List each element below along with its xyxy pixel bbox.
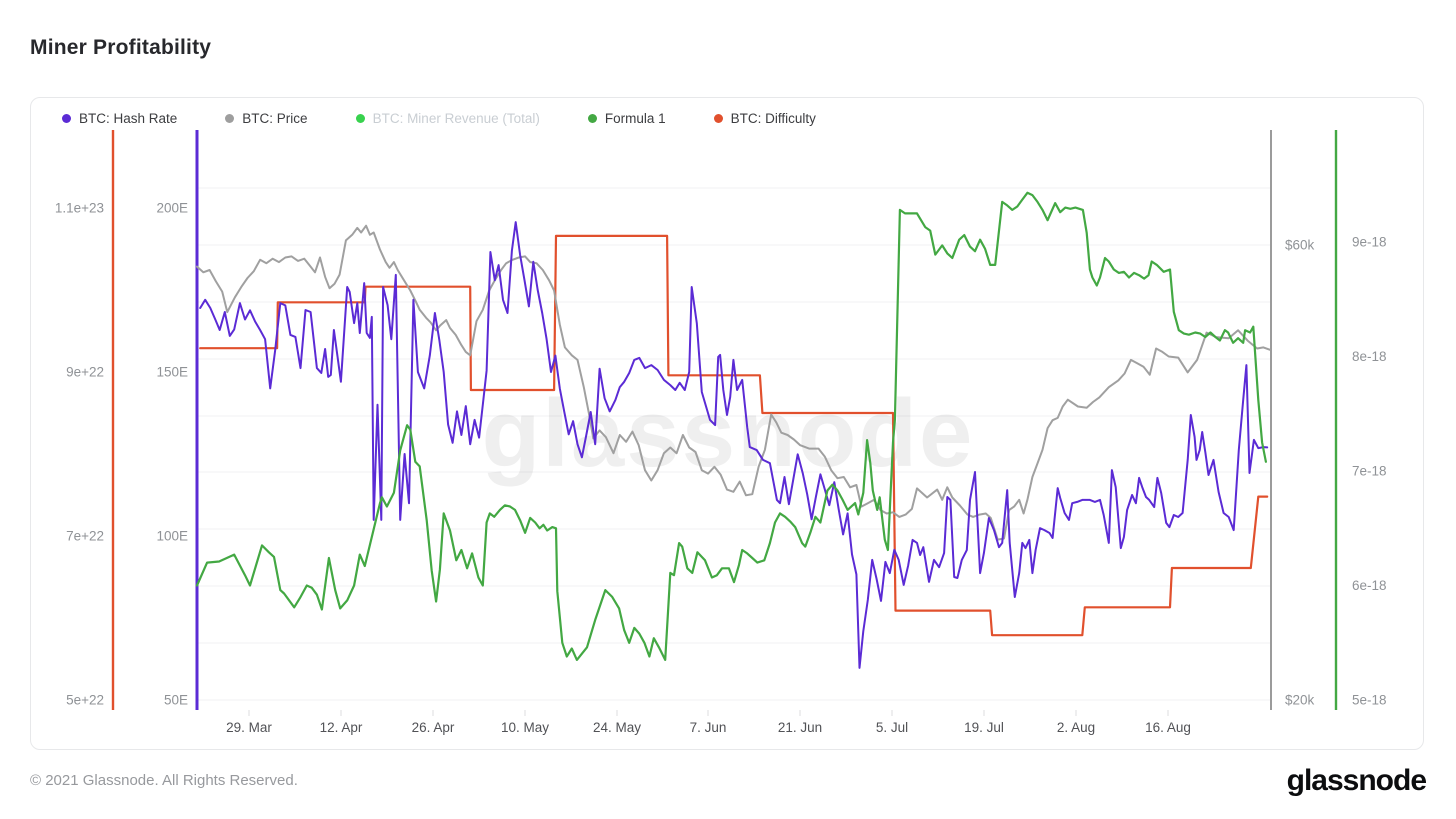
formula-tick-label: 6e-18 [1352, 578, 1387, 593]
footer-copyright: © 2021 Glassnode. All Rights Reserved. [30, 772, 298, 789]
x-tick-label: 21. Jun [778, 720, 822, 735]
legend-label: BTC: Price [242, 111, 308, 126]
hash-rate-tick-label: 150E [156, 365, 188, 380]
difficulty-tick-label: 9e+22 [66, 365, 104, 380]
x-tick-label: 12. Apr [320, 720, 363, 735]
hash-rate-tick-label: 100E [156, 529, 188, 544]
difficulty-tick-label: 1.1e+23 [55, 201, 104, 216]
legend-label: BTC: Hash Rate [79, 111, 178, 126]
price-tick-label: $20k [1285, 693, 1315, 708]
difficulty-tick-label: 5e+22 [66, 693, 104, 708]
legend-dot-icon [713, 114, 723, 123]
x-tick-label: 5. Jul [876, 720, 908, 735]
legend-label: BTC: Miner Revenue (Total) [372, 111, 540, 126]
price-tick-label: $60k [1285, 238, 1315, 253]
legend-label: Formula 1 [604, 111, 666, 126]
x-tick-label: 29. Mar [226, 720, 272, 735]
series-line-btc-price [196, 224, 1271, 541]
legend-item-formula-1[interactable]: Formula 1 [587, 111, 666, 126]
legend-dot-icon [62, 114, 71, 123]
difficulty-tick-label: 7e+22 [66, 529, 104, 544]
watermark: glassnode [482, 380, 975, 487]
x-tick-label: 19. Jul [964, 720, 1004, 735]
legend-item-btc-miner-revenue-total[interactable]: BTC: Miner Revenue (Total) [355, 111, 540, 126]
series-line-btc-hash-rate [199, 221, 1269, 669]
x-tick-label: 16. Aug [1145, 720, 1191, 735]
legend-dot-icon [587, 114, 597, 123]
legend: BTC: Hash Rate BTC: Price BTC: Miner Reven… [62, 111, 816, 126]
glassnode-logo: glassnode [1286, 764, 1427, 797]
legend-item-btc-difficulty[interactable]: BTC: Difficulty [713, 111, 816, 126]
hash-rate-tick-label: 50E [164, 693, 188, 708]
x-tick-label: 2. Aug [1057, 720, 1095, 735]
formula-tick-label: 7e-18 [1352, 464, 1387, 479]
page-title: Miner Profitability [30, 36, 212, 59]
legend-item-btc-price[interactable]: BTC: Price [225, 111, 308, 126]
x-tick-label: 26. Apr [412, 720, 455, 735]
formula-tick-label: 9e-18 [1352, 235, 1387, 250]
x-tick-label: 7. Jun [690, 720, 727, 735]
formula-tick-label: 8e-18 [1352, 349, 1387, 364]
formula-tick-label: 5e-18 [1352, 693, 1387, 708]
legend-dot-icon [355, 114, 365, 123]
series-line-formula-1 [195, 191, 1268, 662]
x-tick-label: 10. May [501, 720, 549, 735]
hash-rate-tick-label: 200E [156, 201, 188, 216]
legend-label: BTC: Difficulty [730, 111, 816, 126]
legend-item-btc-hash-rate[interactable]: BTC: Hash Rate [62, 111, 177, 126]
legend-dot-icon [225, 114, 235, 123]
x-tick-label: 24. May [593, 720, 641, 735]
